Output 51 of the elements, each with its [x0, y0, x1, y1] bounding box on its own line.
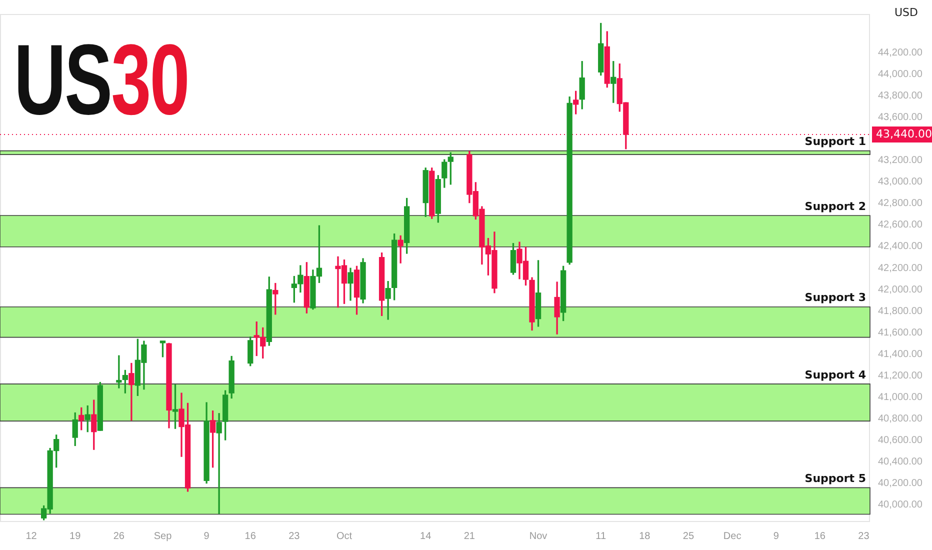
y-tick-label: 42,200.00 — [878, 262, 923, 274]
candlestick — [116, 355, 122, 388]
x-tick-label: Oct — [336, 530, 352, 542]
y-tick-label: 41,800.00 — [878, 306, 923, 317]
x-tick-label: 23 — [288, 530, 300, 542]
x-tick-label: 16 — [814, 530, 826, 542]
x-tick-label: 18 — [639, 530, 651, 542]
x-tick-label: 11 — [596, 530, 606, 542]
y-tick-label: 43,000.00 — [878, 176, 923, 188]
y-tick-label: 43,800.00 — [878, 90, 923, 102]
x-tick-label: Dec — [723, 530, 742, 542]
y-tick-label: 40,200.00 — [878, 478, 923, 490]
band-label: Support 3 — [804, 291, 866, 304]
y-tick-label: 43,200.00 — [878, 155, 923, 166]
x-tick-label: 16 — [244, 530, 256, 542]
y-tick-label: 42,000.00 — [878, 284, 923, 296]
x-tick-label: 25 — [682, 530, 694, 542]
y-tick-label: 40,600.00 — [878, 434, 923, 446]
candlestick — [128, 362, 134, 421]
band-label: Support 5 — [804, 472, 866, 486]
x-tick-label: 9 — [773, 530, 780, 542]
y-tick-label: 44,200.00 — [878, 47, 923, 58]
y-tick-label: 42,600.00 — [878, 220, 923, 231]
x-tick-label: 19 — [70, 530, 82, 542]
x-tick-label: 23 — [858, 530, 870, 542]
y-tick-label: 42,400.00 — [878, 241, 923, 252]
ref-line-label: 43,440.00 — [876, 127, 932, 140]
y-tick-label: 41,000.00 — [878, 392, 923, 403]
x-tick-label: Sep — [154, 530, 172, 542]
y-tick-label: 41,600.00 — [878, 327, 923, 338]
band-label: Support 2 — [804, 200, 866, 213]
candlestick — [398, 235, 404, 264]
y-axis-title: USD — [893, 5, 919, 21]
x-tick-label: 12 — [26, 530, 38, 542]
y-tick-label: 41,200.00 — [878, 370, 923, 382]
x-tick-label: Nov — [529, 530, 548, 542]
y-tick-label: 40,400.00 — [878, 456, 923, 468]
y-tick-label: 43,600.00 — [878, 112, 923, 124]
x-tick-label: 14 — [420, 530, 432, 542]
y-tick-label: 42,800.00 — [878, 198, 923, 210]
x-tick-label: 26 — [113, 530, 125, 542]
candlestick — [216, 413, 222, 514]
x-tick-label: 21 — [464, 530, 476, 542]
x-tick-label: 9 — [204, 530, 210, 542]
y-tick-label: 40,800.00 — [878, 413, 923, 424]
y-tick-label: 40,000.00 — [878, 500, 923, 511]
chart-title: US30 — [14, 24, 188, 136]
y-tick-label: 41,400.00 — [878, 348, 923, 360]
band-label: Support 4 — [804, 368, 866, 382]
band-label: Support 1 — [804, 135, 866, 148]
y-tick-label: 44,000.00 — [878, 69, 923, 80]
